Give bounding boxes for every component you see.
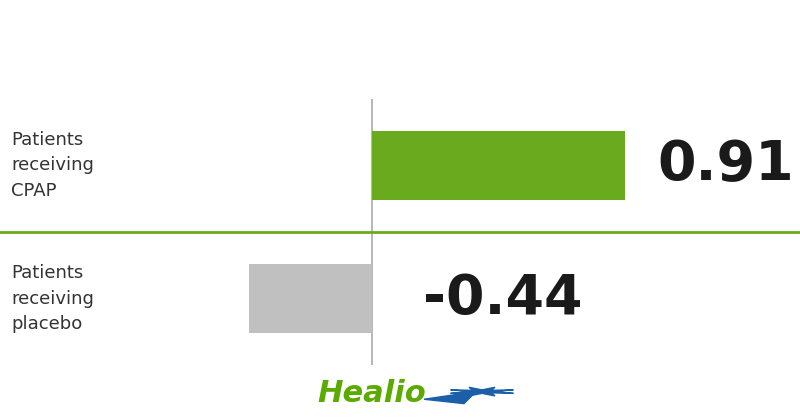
Text: in per-protocol analysis at 6 months:: in per-protocol analysis at 6 months: bbox=[168, 64, 632, 84]
Bar bbox=[250, 264, 372, 333]
Text: Patients
receiving
placebo: Patients receiving placebo bbox=[11, 264, 94, 333]
Text: Healio: Healio bbox=[318, 379, 426, 408]
Text: Changes in Montreal Cognitive Assessment scores: Changes in Montreal Cognitive Assessment… bbox=[83, 24, 717, 45]
Bar bbox=[372, 131, 625, 200]
Text: -0.44: -0.44 bbox=[422, 272, 582, 326]
Polygon shape bbox=[450, 387, 514, 396]
Polygon shape bbox=[424, 391, 476, 404]
Text: 0.91: 0.91 bbox=[658, 138, 794, 192]
Text: Patients
receiving
CPAP: Patients receiving CPAP bbox=[11, 131, 94, 200]
